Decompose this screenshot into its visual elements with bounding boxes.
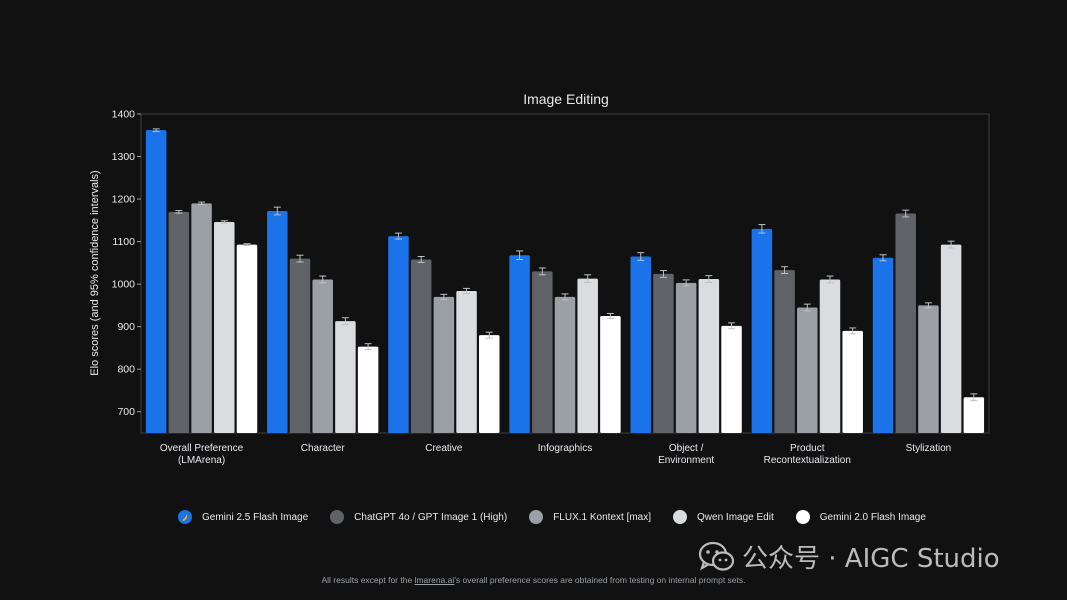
bar: [653, 273, 674, 433]
bar: [797, 307, 818, 433]
footnote-text-before: All results except for the: [321, 575, 415, 585]
bar: [872, 257, 894, 433]
y-tick-label: 1300: [112, 151, 136, 163]
legend-swatch: [673, 510, 688, 524]
legend-item: FLUX.1 Kontext [max]: [529, 510, 651, 524]
bar: [577, 278, 598, 433]
bar: [456, 290, 477, 433]
x-tick-label: Environment: [658, 455, 714, 466]
bar: [819, 279, 841, 433]
legend-swatch-banana-icon: [178, 510, 192, 524]
watermark: 公众号 · AIGC Studio: [698, 538, 1000, 575]
bar: [751, 228, 773, 433]
bar: [410, 259, 432, 433]
bar: [479, 335, 500, 433]
legend-item: ChatGPT 4o / GPT Image 1 (High): [330, 510, 507, 524]
x-tick-label: Object /: [669, 443, 704, 454]
legend-label: FLUX.1 Kontext [max]: [553, 511, 652, 523]
bar: [675, 282, 697, 433]
legend-label: Qwen Image Edit: [697, 511, 774, 523]
bar: [388, 236, 409, 433]
x-tick-label: Creative: [425, 443, 463, 454]
x-tick-label: Recontextualization: [764, 455, 851, 466]
chart: Image Editing Elo scores (and 95% confid…: [89, 91, 990, 466]
bar: [774, 270, 795, 433]
bar: [698, 279, 720, 433]
bar: [191, 203, 212, 433]
x-tick-label: (LMArena): [178, 455, 225, 466]
bar: [721, 325, 742, 433]
bar: [532, 271, 553, 433]
bar: [312, 279, 333, 433]
bar: [554, 296, 576, 433]
bar: [895, 213, 916, 433]
bar: [842, 330, 863, 433]
wechat-icon: [698, 541, 735, 571]
x-tick-label: Infographics: [538, 443, 592, 454]
x-tick-label: Stylization: [906, 443, 952, 454]
x-tick-label: Overall Preference: [160, 443, 244, 454]
legend-item: Gemini 2.0 Flash Image: [795, 510, 926, 524]
legend-item: Gemini 2.5 Flash Image: [178, 510, 308, 524]
bar: [433, 296, 455, 433]
bar: [145, 130, 167, 434]
bar: [630, 256, 651, 433]
y-tick-label: 1200: [112, 194, 136, 206]
bar: [600, 316, 621, 433]
bar: [509, 255, 530, 433]
footnote-text-after: 's overall preference scores are obtaine…: [454, 575, 746, 585]
bar: [940, 244, 962, 433]
bar: [289, 258, 311, 433]
y-tick-label: 700: [117, 406, 135, 418]
bar: [267, 210, 288, 433]
legend-swatch: [529, 510, 544, 524]
bar: [214, 222, 235, 433]
x-tick-label: Product: [790, 443, 825, 454]
bar: [357, 346, 379, 433]
legend: Gemini 2.5 Flash Image ChatGPT 4o / GPT I…: [178, 510, 948, 524]
watermark-text: 公众号 · AIGC Studio: [742, 544, 1000, 574]
legend-label: ChatGPT 4o / GPT Image 1 (High): [354, 511, 508, 523]
bar: [168, 211, 190, 433]
y-tick-label: 1000: [112, 279, 136, 291]
footnote-link[interactable]: lmarena.ai: [414, 575, 455, 585]
legend-label: Gemini 2.5 Flash Image: [202, 511, 309, 523]
y-tick-label: 900: [117, 321, 135, 333]
legend-label: Gemini 2.0 Flash Image: [819, 511, 926, 523]
y-tick-label: 1400: [112, 109, 136, 121]
y-axis-label: Elo scores (and 95% confidence intervals…: [89, 170, 101, 375]
legend-swatch: [330, 510, 345, 524]
bar: [335, 321, 356, 433]
bar: [236, 244, 258, 433]
y-tick-label: 800: [117, 364, 135, 376]
footnote: All results except for the lmarena.ai's …: [0, 575, 1067, 585]
bar: [963, 397, 985, 433]
legend-swatch: [795, 510, 810, 524]
y-tick-label: 1100: [112, 236, 135, 248]
legend-item: Qwen Image Edit: [673, 510, 774, 524]
bar: [918, 305, 939, 433]
x-tick-label: Character: [301, 443, 346, 454]
chart-title: Image Editing: [523, 91, 609, 107]
banana-icon: [182, 514, 188, 521]
